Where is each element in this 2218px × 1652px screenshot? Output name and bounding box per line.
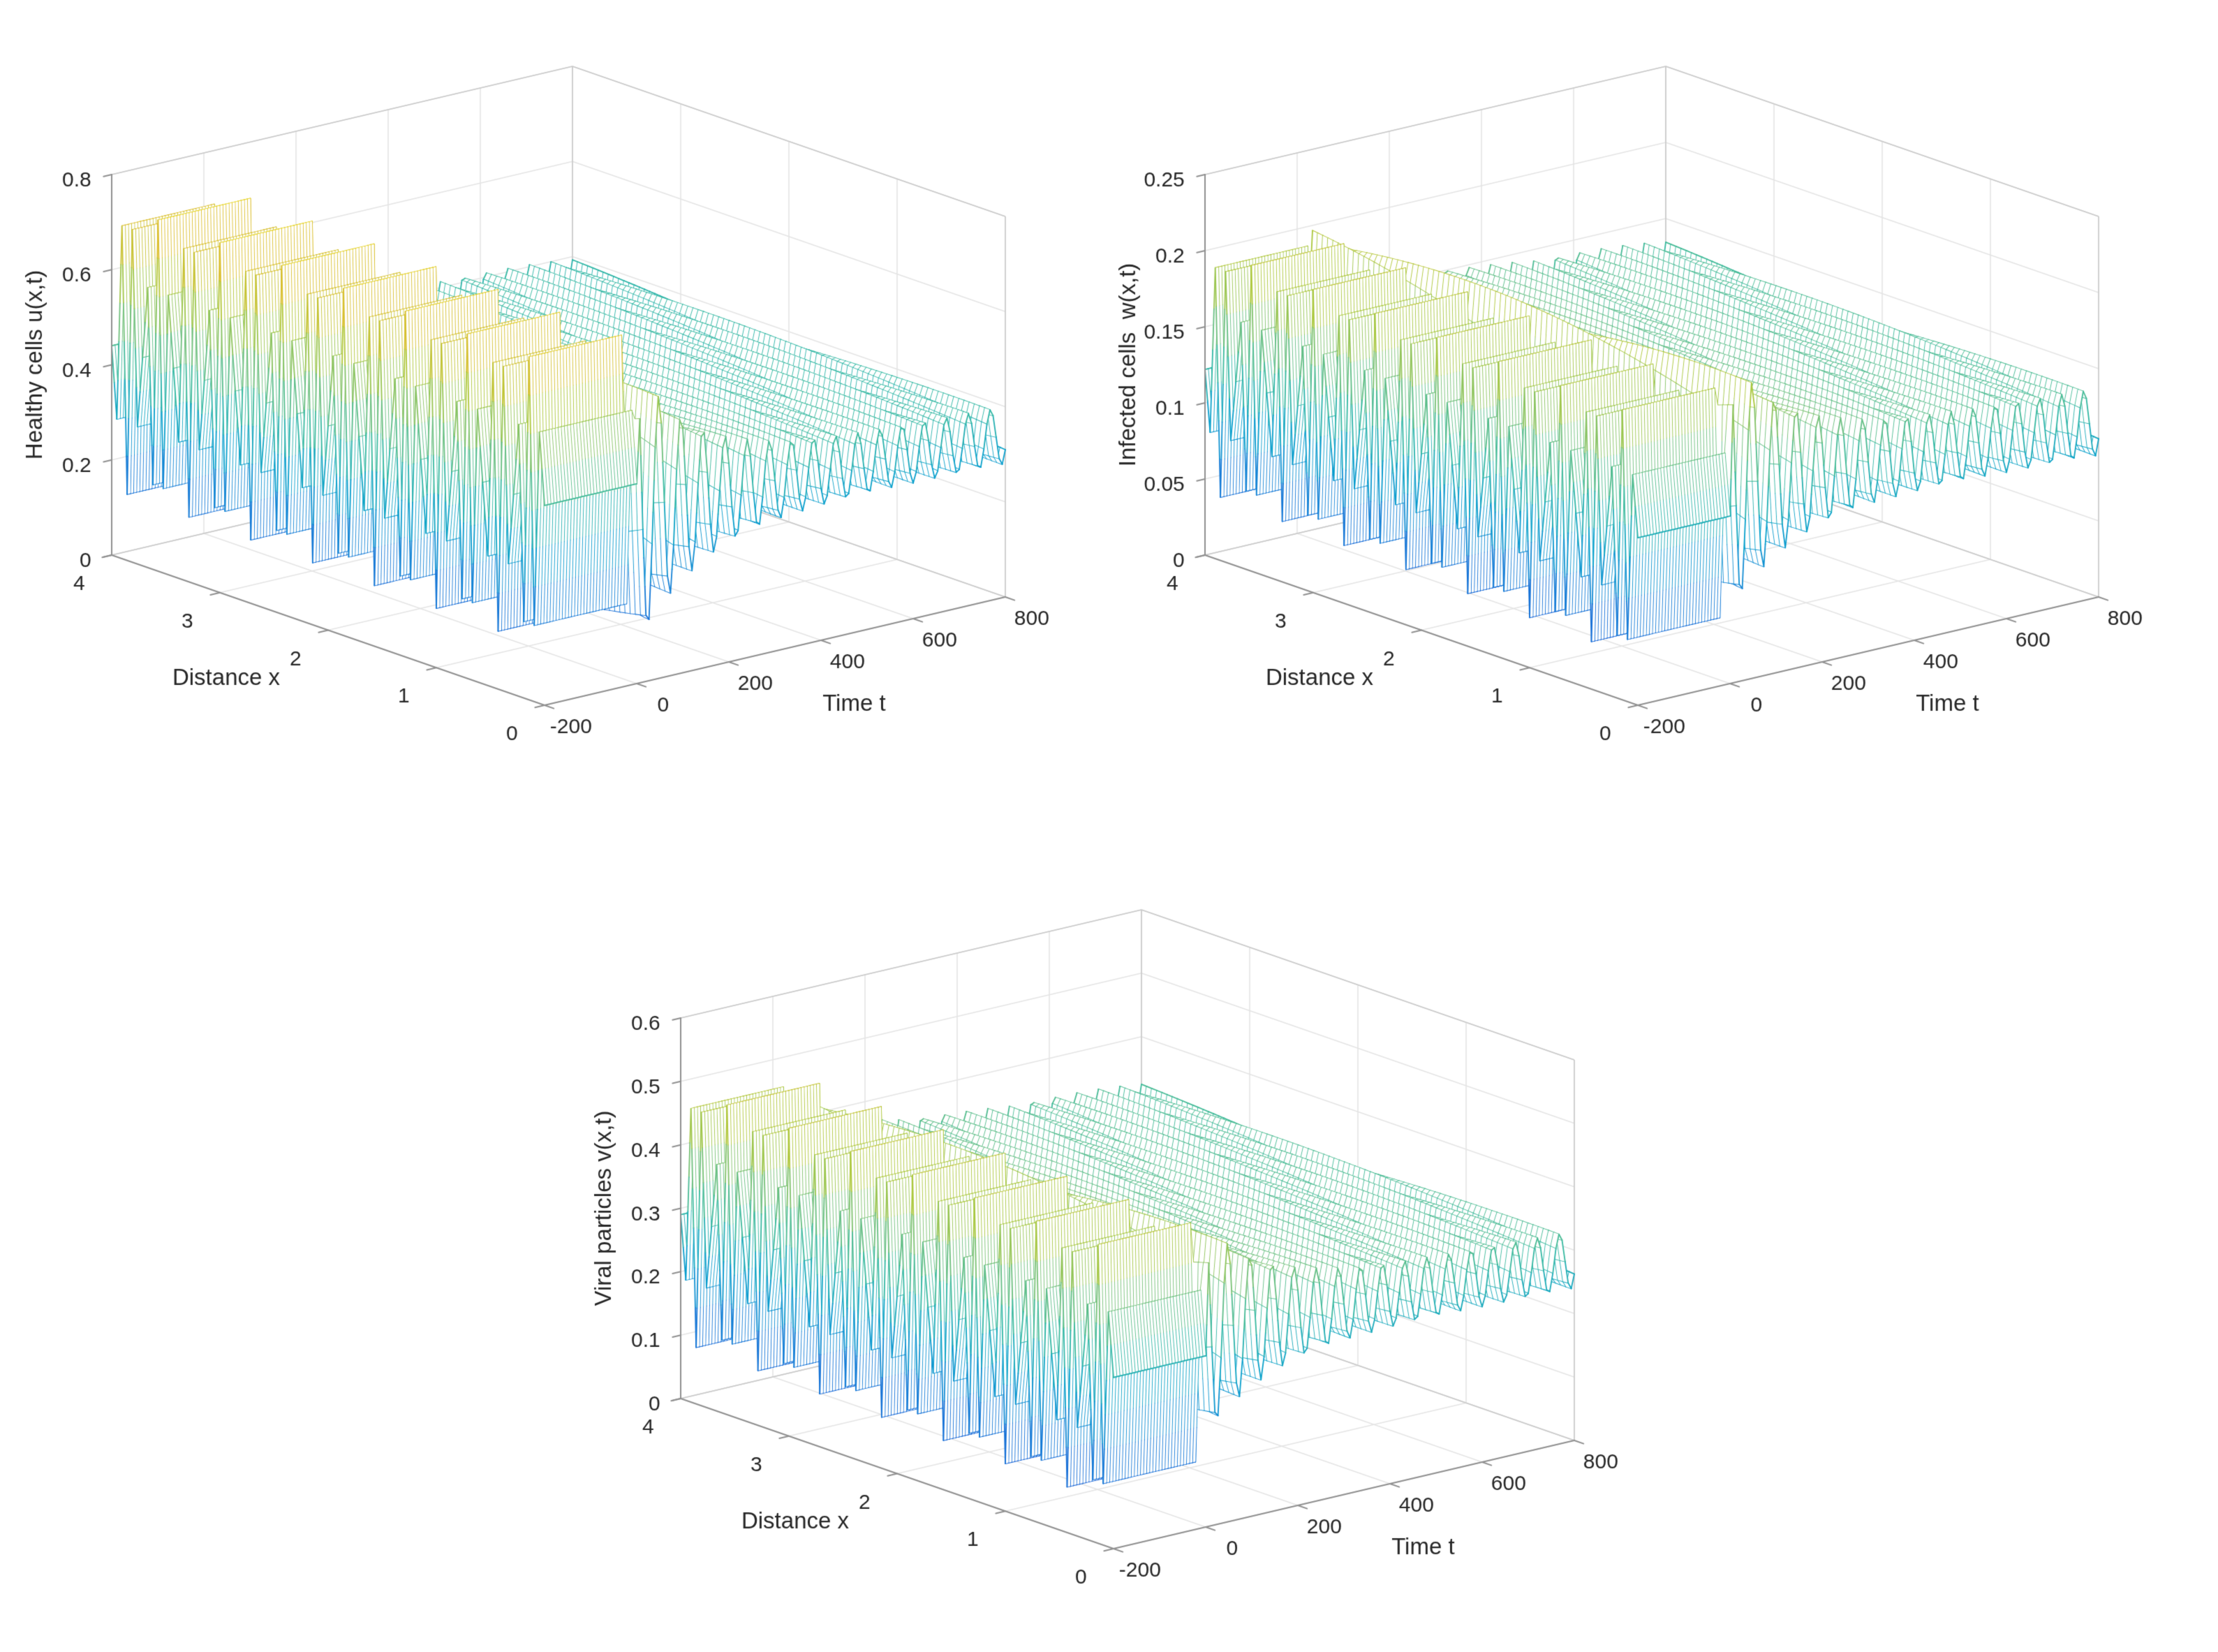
- surface-plot-infected-cells: [1107, 0, 2154, 775]
- healthy-cells-canvas: [14, 0, 1061, 775]
- surface-plot-healthy-cells: [14, 0, 1061, 775]
- infected-cells-canvas: [1107, 0, 2154, 775]
- viral-particles-canvas: [583, 843, 1630, 1618]
- surface-plot-viral-particles: [583, 843, 1630, 1618]
